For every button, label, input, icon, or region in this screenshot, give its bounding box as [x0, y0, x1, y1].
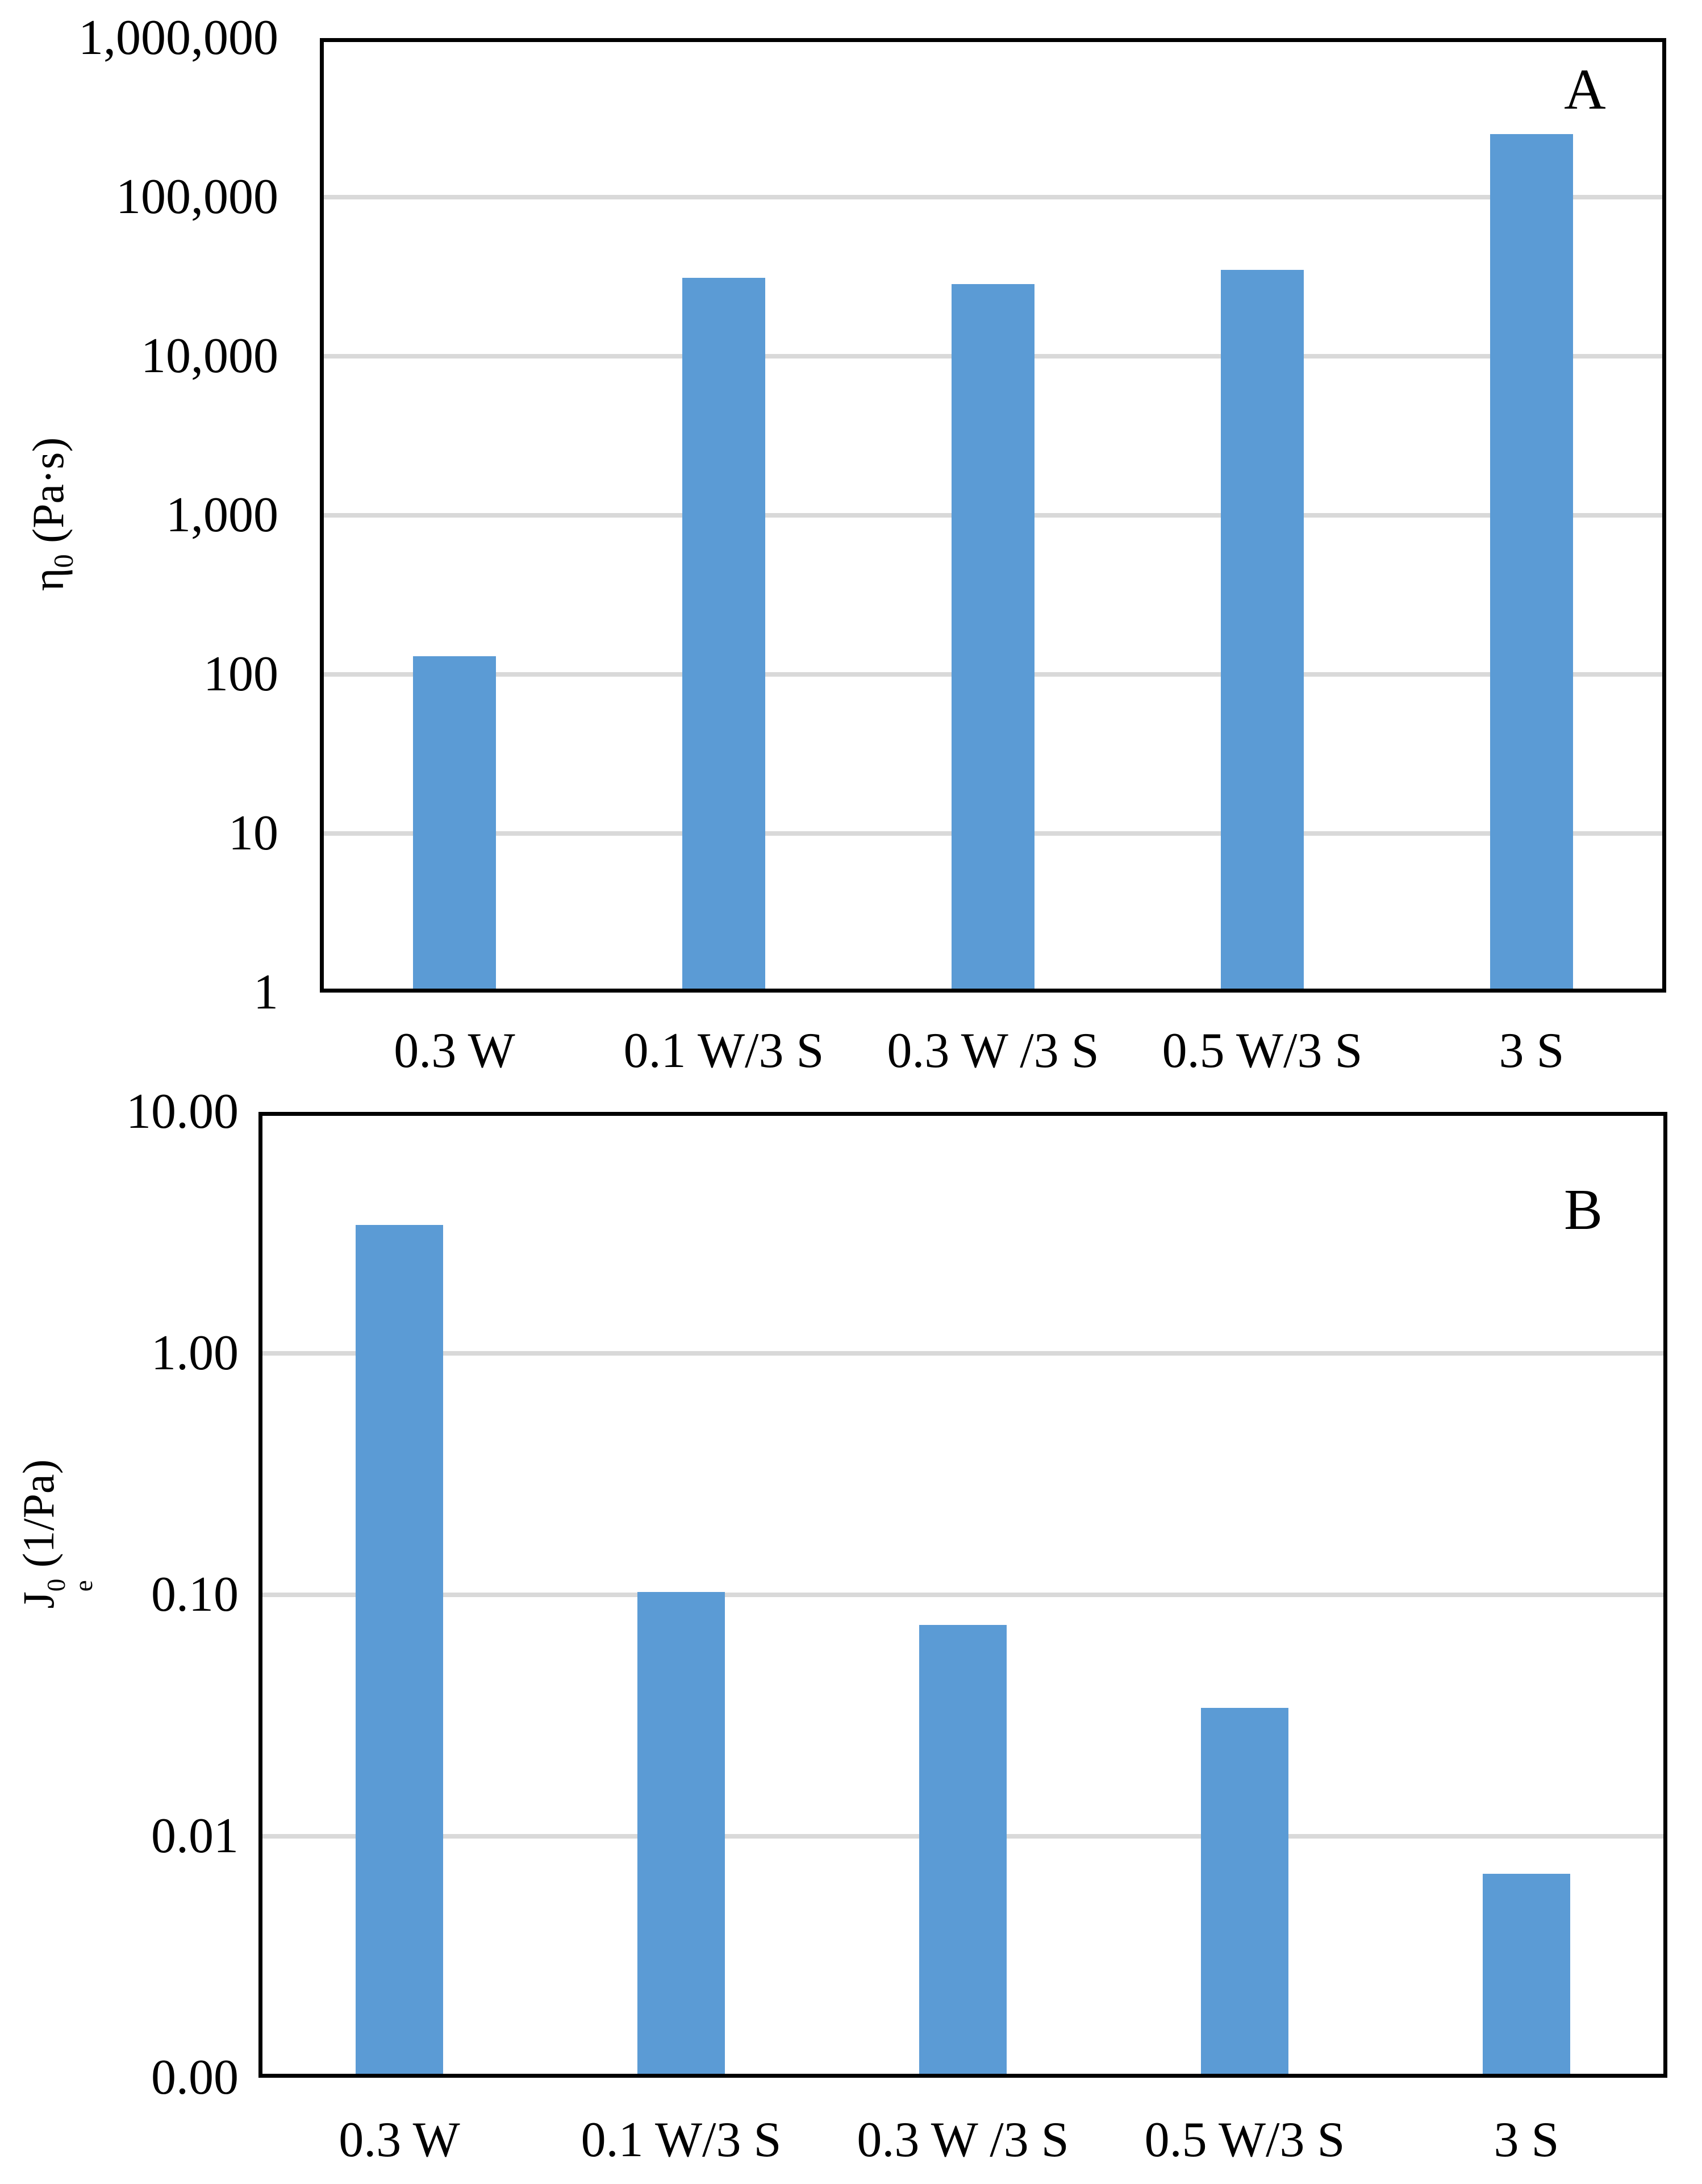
- ytick-label-a-1: 100,000: [116, 169, 278, 224]
- y-axis-title-a: η0 (Pa·s): [23, 437, 79, 591]
- category-label-b-1: 0.1 W/3 S: [581, 2112, 782, 2168]
- ytick-label-b-1: 1.00: [151, 1326, 239, 1381]
- category-label-a-1: 0.1 W/3 S: [623, 1023, 824, 1078]
- ytick-label-a-4: 100: [203, 647, 278, 702]
- bar-a-4: [1490, 134, 1574, 993]
- panel-letter-a: A: [1564, 57, 1606, 122]
- bar-a-3: [1220, 269, 1304, 993]
- y-axis-title-b: J 0 e (1/Pa): [13, 1459, 98, 1609]
- y-axis-unit: (Pa·s): [23, 437, 73, 543]
- ytick-label-a-6: 1: [253, 965, 278, 1020]
- ytick-label-b-2: 0.10: [151, 1567, 239, 1622]
- ytick-label-a-2: 10,000: [141, 328, 278, 384]
- bar-b-3: [1201, 1708, 1288, 2078]
- category-label-b-3: 0.5 W/3 S: [1144, 2112, 1345, 2168]
- ytick-label-b-3: 0.01: [151, 1808, 239, 1864]
- gridline-b-2: [258, 1593, 1667, 1597]
- y-axis-symbol: η: [23, 568, 73, 591]
- ytick-label-b-0: 10.00: [126, 1084, 239, 1139]
- category-label-a-4: 3 S: [1499, 1023, 1565, 1078]
- bar-a-0: [412, 656, 497, 993]
- panel-letter-b: B: [1563, 1178, 1603, 1242]
- y-axis-subscript: 0: [48, 554, 79, 568]
- bar-b-2: [919, 1625, 1007, 2078]
- category-label-b-2: 0.3 W /3 S: [857, 2112, 1069, 2168]
- bar-a-1: [682, 278, 766, 993]
- bar-b-1: [637, 1591, 725, 2078]
- ytick-label-a-3: 1,000: [166, 487, 278, 543]
- ytick-label-b-4: 0.00: [151, 2050, 239, 2105]
- y-axis-unit: (1/Pa): [13, 1459, 63, 1568]
- gridline-b-1: [258, 1351, 1667, 1356]
- category-label-a-2: 0.3 W /3 S: [887, 1023, 1099, 1078]
- category-label-b-0: 0.3 W: [339, 2112, 460, 2168]
- category-label-a-0: 0.3 W: [394, 1023, 515, 1078]
- ytick-label-a-5: 10: [228, 806, 278, 861]
- category-label-b-4: 3 S: [1494, 2112, 1559, 2168]
- bar-b-0: [356, 1225, 443, 2078]
- category-label-a-3: 0.5 W/3 S: [1162, 1023, 1363, 1078]
- bar-a-2: [951, 284, 1035, 993]
- gridline-a-1: [320, 195, 1666, 199]
- ytick-label-a-0: 1,000,000: [78, 10, 278, 65]
- y-axis-symbol: J: [13, 1591, 63, 1609]
- bar-b-4: [1483, 1873, 1570, 2078]
